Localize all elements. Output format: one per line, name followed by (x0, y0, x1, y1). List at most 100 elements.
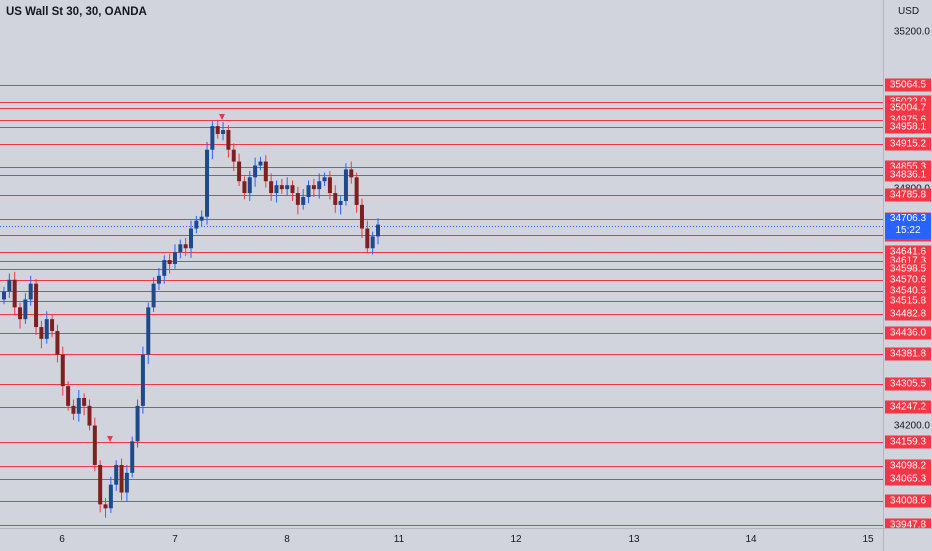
candle-body (178, 244, 183, 253)
price-chart-pane[interactable]: US Wall St 30, 30, OANDA (0, 0, 883, 528)
time-tick-label: 15 (862, 534, 874, 545)
level-price-label: 34098.2 (885, 459, 931, 473)
candle-body (108, 484, 113, 509)
candle-body (349, 169, 354, 178)
candle-body (162, 260, 167, 276)
candle-body (258, 161, 263, 166)
candle-body (28, 283, 33, 300)
candle-body (205, 149, 210, 217)
candle-body (301, 197, 306, 205)
candle-body (343, 169, 348, 201)
candle-body (210, 126, 215, 150)
candle-body (92, 425, 97, 465)
time-tick-label: 11 (393, 534, 405, 545)
price-tick-label: 34200.0 (893, 420, 930, 432)
candle-body (146, 307, 151, 355)
candle-body (87, 405, 92, 426)
candle-body (215, 126, 220, 134)
level-price-label: 34159.3 (885, 435, 931, 449)
level-price-label: 34836.1 (885, 168, 931, 182)
candle-body (183, 244, 188, 249)
candle-body (231, 149, 236, 162)
candle-body (167, 260, 172, 264)
candle-body (119, 464, 124, 493)
candle-body (370, 236, 375, 249)
time-tick-label: 12 (510, 534, 522, 545)
candle-body (18, 307, 23, 320)
level-price-label: 34515.8 (885, 294, 931, 308)
currency-label: USD (897, 6, 920, 17)
candle-body (263, 161, 268, 182)
bar-countdown: 15:22 (895, 225, 921, 237)
candle-body (44, 319, 49, 339)
candle-body (2, 291, 6, 300)
time-tick-label: 13 (628, 534, 640, 545)
candle-body (311, 185, 316, 190)
candle-body (98, 464, 103, 505)
level-price-label: 34381.8 (885, 347, 931, 361)
level-price-label: 34958.1 (885, 120, 931, 134)
candle-body (306, 185, 311, 198)
price-tick-label: 35200.0 (893, 26, 930, 38)
candle-body (194, 220, 199, 229)
candle-body (327, 177, 332, 194)
candle-body (354, 177, 359, 205)
candle-body (124, 472, 129, 493)
candle-body (365, 228, 370, 249)
candle-body (55, 330, 60, 355)
time-tick-label: 14 (745, 534, 757, 545)
candle-body (274, 185, 279, 194)
candle-body (172, 252, 177, 264)
candle-body (151, 283, 156, 308)
axis-corner (883, 528, 932, 551)
time-axis[interactable]: 6 7 8 11 12 13 14 15 (0, 528, 883, 551)
candle-body (226, 130, 231, 150)
candle-body (285, 185, 290, 190)
level-price-label: 34247.2 (885, 400, 931, 414)
time-tick-label: 7 (172, 534, 178, 545)
level-price-label: 34436.0 (885, 326, 931, 340)
candle-body (50, 319, 55, 331)
candle-body (279, 185, 284, 190)
current-price-label: 34706.3 15:22 (885, 213, 931, 240)
candle-body (189, 228, 193, 249)
candle-body (34, 283, 39, 328)
candle-body (317, 181, 322, 190)
level-price-label: 34065.3 (885, 472, 931, 486)
candle-body (60, 354, 65, 387)
symbol-title[interactable]: US Wall St 30, 30, OANDA (6, 6, 147, 18)
candle-body (71, 405, 76, 414)
time-tick-label: 8 (284, 534, 290, 545)
candle-body (333, 193, 338, 205)
candle-body (82, 397, 87, 406)
candle-body (114, 464, 119, 485)
candle-body (130, 441, 135, 473)
candle-body (140, 354, 145, 406)
candle-body (12, 279, 17, 308)
session-low-marker (107, 436, 113, 442)
candle-body (39, 327, 44, 339)
session-high-marker (219, 114, 225, 120)
level-price-label: 34598.5 (885, 262, 931, 276)
level-price-label: 34915.2 (885, 137, 931, 151)
candle-body (269, 181, 274, 194)
candle-body (7, 279, 12, 292)
candle-body (247, 177, 252, 194)
chart-canvas[interactable] (0, 0, 883, 528)
level-price-label: 35064.5 (885, 78, 931, 92)
level-price-label: 34785.8 (885, 188, 931, 202)
candle-body (338, 200, 343, 205)
candle-body (199, 216, 204, 221)
level-price-label: 34482.8 (885, 307, 931, 321)
level-price-label: 35004.7 (885, 101, 931, 115)
candle-body (253, 165, 258, 178)
candle-body (221, 130, 226, 134)
candle-body (237, 161, 242, 182)
time-tick-label: 6 (59, 534, 65, 545)
candle-body (76, 397, 81, 414)
candle-body (66, 386, 71, 406)
candle-body (242, 181, 247, 194)
candle-body (135, 405, 140, 442)
